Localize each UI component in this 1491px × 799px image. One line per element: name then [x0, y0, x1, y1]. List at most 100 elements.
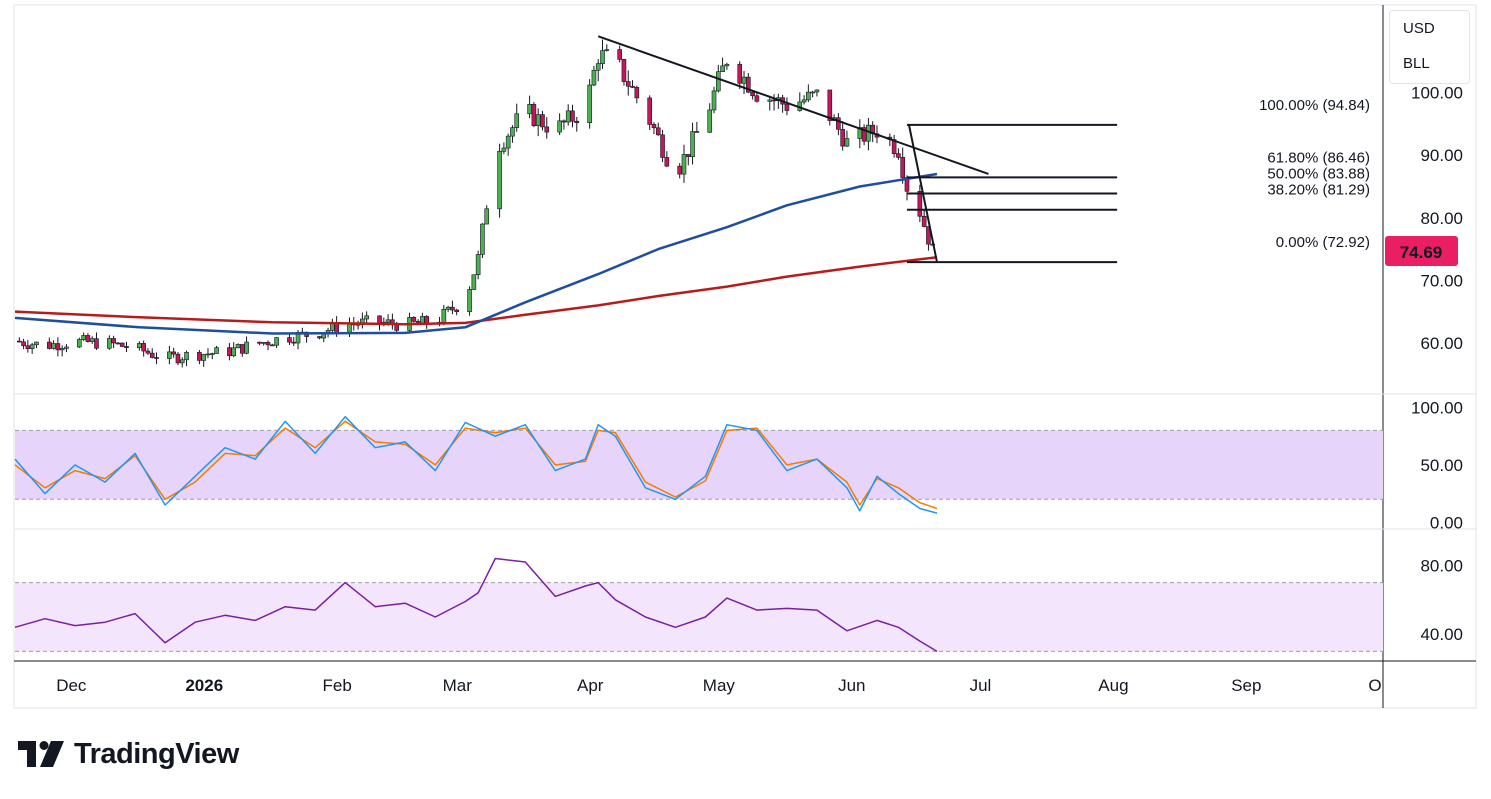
candle-body [51, 343, 56, 349]
candle-body [715, 71, 721, 92]
time-axis-tick-label: Feb [323, 676, 352, 695]
candle-body [21, 341, 26, 347]
candle-body [184, 352, 189, 361]
candle-body [34, 341, 39, 346]
time-axis-tick-label: Sep [1231, 676, 1261, 695]
candle-body [720, 65, 725, 72]
candle-body [514, 113, 520, 128]
candle-body [111, 338, 116, 344]
candle-body [205, 353, 211, 356]
candle-body [107, 338, 112, 349]
candle-body [741, 76, 747, 84]
stoch-d-line [14, 420, 938, 510]
candle-body [746, 76, 751, 93]
candle-body [634, 87, 640, 99]
candle-body [385, 319, 391, 323]
candle-body [827, 89, 833, 121]
candle-body [471, 274, 477, 290]
rsi-line [14, 557, 938, 653]
time-axis-tick-label: Aug [1098, 676, 1128, 695]
candle-body [587, 84, 592, 123]
candle-body [137, 343, 142, 348]
stoch-axis-tick-label: 100.00 [1411, 398, 1463, 417]
candle-body [171, 351, 176, 355]
price-axis-tick-label: 70.00 [1420, 271, 1463, 290]
candle-body [291, 341, 297, 344]
candle-body [347, 323, 352, 333]
candle-body [167, 351, 172, 359]
candle-body [55, 343, 61, 351]
candle-body [707, 109, 713, 133]
fib-level-label: 100.00% (94.84) [1259, 97, 1370, 114]
candle-body [85, 335, 91, 342]
candle-body [59, 348, 65, 351]
candle-body [81, 335, 86, 340]
price-axis-tick-label: 80.00 [1420, 209, 1463, 228]
candle-body [801, 99, 807, 103]
candle-body [810, 91, 815, 94]
candle-body [711, 90, 717, 111]
candle-body [527, 104, 532, 115]
fib-level-label: 61.80% (86.46) [1267, 149, 1370, 166]
candle-body [454, 309, 460, 313]
candle-body [685, 154, 691, 157]
rsi-band [15, 582, 1383, 652]
candle-body [767, 99, 773, 102]
candle-body [209, 353, 215, 355]
candle-body [317, 336, 322, 339]
tradingview-logo-icon [18, 741, 64, 767]
time-axis-tick-label: 2026 [185, 676, 223, 695]
stoch-k-line [14, 415, 938, 514]
candle-body [179, 359, 185, 364]
candle-body [540, 114, 545, 128]
candle-body [149, 352, 155, 358]
candle-body [647, 97, 652, 125]
stochastic-band [15, 430, 1383, 500]
candle-body [630, 85, 635, 88]
candle-body [806, 91, 811, 101]
symbol-label: BLL [1403, 55, 1430, 72]
candle-body [750, 91, 755, 97]
candle-body [866, 124, 871, 142]
tradingview-logo-text: TradingView [74, 737, 239, 770]
candle-body [535, 114, 541, 127]
last-price-label: 74.69 [1400, 243, 1443, 262]
candle-body [257, 341, 262, 344]
time-axis-tick-label: May [703, 676, 736, 695]
candle-body [141, 343, 146, 352]
candle-body [570, 110, 575, 122]
candle-body [814, 89, 820, 93]
rsi-axis-tick-label: 80.00 [1420, 556, 1463, 575]
candle-body [145, 350, 151, 354]
candle-body [261, 342, 267, 344]
candle-body [655, 127, 661, 136]
descending-trendline[interactable] [597, 35, 989, 175]
candle-body [501, 147, 507, 152]
candle-body [771, 99, 777, 102]
currency-symbol-box[interactable]: USD BLL [1389, 10, 1470, 84]
tradingview-logo[interactable]: TradingView [18, 736, 239, 772]
candle-body [16, 340, 22, 343]
candle-body [244, 341, 249, 354]
stoch-axis-tick-label: 50.00 [1420, 456, 1463, 475]
candle-body [235, 344, 241, 349]
candle-body [505, 135, 511, 149]
candle-body [531, 104, 537, 127]
candle-body [154, 357, 159, 359]
candle-body [441, 309, 447, 323]
candle-body [115, 342, 121, 345]
candle-body [891, 139, 897, 154]
candle-body [917, 191, 923, 217]
price-axis-tick-label: 60.00 [1420, 334, 1463, 353]
candle-body [600, 50, 605, 64]
candle-body [25, 345, 31, 349]
candle-body [921, 215, 927, 227]
candle-body [497, 150, 502, 210]
candle-body [287, 337, 292, 343]
candlestick-series [16, 39, 936, 368]
candle-body [557, 120, 562, 133]
candle-body [784, 103, 790, 111]
candle-body [544, 126, 550, 133]
candle-body [651, 124, 657, 129]
